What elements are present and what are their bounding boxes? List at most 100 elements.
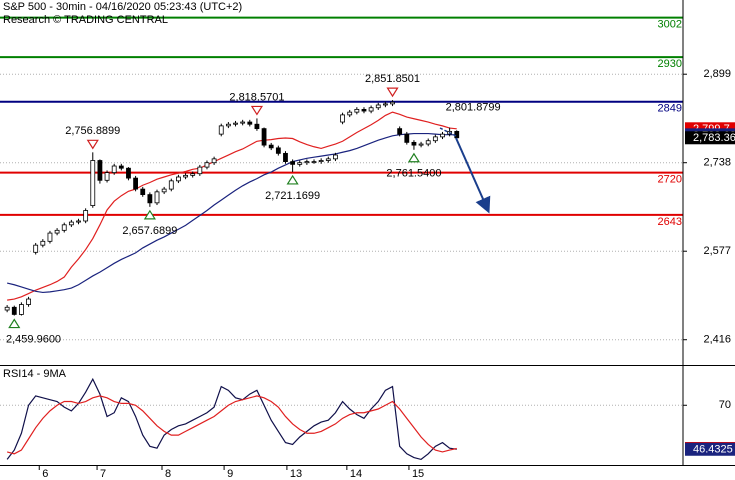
y-tick-label: 70 (719, 399, 731, 411)
candle-body (197, 166, 203, 175)
candle-body (26, 298, 31, 305)
candle-body (247, 121, 253, 125)
indicator-line (6, 377, 457, 461)
candle-body (176, 176, 181, 182)
candle-body (118, 165, 124, 169)
price-annotation: 2,721.1699 (265, 190, 320, 202)
candle-body (382, 103, 388, 106)
candle-body (261, 128, 267, 146)
x-tick-label: 14 (350, 468, 362, 480)
candle-body (432, 136, 438, 142)
candle-body (440, 133, 445, 138)
candle-body (97, 160, 103, 181)
level-label: 2849 (658, 103, 682, 115)
candle-body (76, 220, 81, 223)
candle-body (54, 229, 60, 234)
axis-layer: 2,4162,5772,7382,8992,799.72,788.682,783… (38, 68, 735, 480)
high-marker (386, 87, 399, 98)
candle-body (183, 174, 188, 178)
candle-body (83, 210, 89, 222)
candle-body (290, 161, 296, 165)
candle-body (211, 158, 217, 164)
candle-body (411, 141, 417, 146)
candle-body (375, 104, 381, 109)
y-tick-label: 2,738 (703, 157, 731, 169)
candle-body (4, 306, 10, 311)
candle-body (340, 114, 345, 123)
price-tag-label: 2,783.36 (693, 132, 735, 144)
level-label: 3002 (658, 18, 682, 30)
price-tag (685, 131, 735, 145)
high-marker (250, 105, 264, 116)
candle-body (233, 122, 238, 125)
candles-layer (4, 100, 460, 316)
price-annotation: 2,851.8501 (365, 73, 420, 85)
candle-body (404, 133, 410, 143)
low-marker (286, 174, 299, 185)
candle-body (90, 160, 96, 206)
forecast-dash (439, 127, 457, 137)
candle-body (454, 130, 460, 139)
candle-body (47, 232, 53, 242)
low-marker (143, 209, 156, 220)
candle-body (240, 121, 246, 124)
candle-body (304, 161, 310, 164)
axis-panel (683, 0, 735, 480)
candle-body (361, 108, 367, 112)
candle-body (333, 154, 338, 160)
x-tick-label: 6 (42, 468, 48, 480)
chart-subtitle: Research © TRADING CENTRAL (3, 14, 168, 26)
candle-body (111, 165, 117, 174)
candle-body (418, 143, 424, 146)
candle-body (318, 160, 324, 163)
indicator-line (7, 132, 457, 294)
indicator-line (6, 395, 457, 455)
candle-body (325, 158, 331, 161)
candle-body (154, 191, 160, 204)
x-tick-label: 13 (290, 468, 302, 480)
candle-body (140, 188, 146, 195)
levels-layer: 3002 2930 2849 2720 2643 (0, 16, 683, 228)
chart-title: S&P 500 - 30min - 04/16/2020 05:23:43 (U… (3, 1, 242, 13)
value-tag (685, 442, 735, 456)
candle-body (40, 240, 46, 246)
y-tick-label: 2,577 (703, 245, 731, 257)
candle-body (311, 161, 317, 164)
x-tick-label: 7 (100, 468, 106, 480)
y-tick-label: 2,416 (703, 334, 731, 346)
candle-body (126, 167, 131, 179)
candle-body (397, 128, 403, 135)
candle-body (390, 101, 395, 105)
candle-body (283, 152, 288, 163)
level-label: 2643 (658, 216, 682, 228)
low-marker (407, 152, 421, 163)
candle-body (168, 180, 174, 190)
candle-body (11, 306, 17, 315)
candle-body (33, 244, 39, 253)
low-marker (8, 318, 21, 329)
price-annotation: 2,756.8899 (65, 125, 120, 137)
level-label: 2720 (658, 174, 682, 186)
forecast-arrow (455, 137, 491, 214)
price-annotation: 2,761.5400 (386, 168, 441, 180)
candle-body (354, 108, 360, 113)
candle-body (368, 107, 374, 112)
candle-body (190, 173, 196, 176)
price-annotation: 2,657.6899 (122, 225, 177, 237)
candle-body (218, 125, 224, 135)
price-annotation: 2,801.8799 (446, 102, 501, 114)
x-tick-label: 9 (227, 468, 233, 480)
candle-body (297, 162, 303, 165)
y-tick-label: 2,899 (703, 68, 731, 80)
x-tick-label: 8 (165, 468, 171, 480)
value-tag-label: 46.4325 (693, 444, 733, 456)
candle-body (104, 172, 110, 181)
candle-body (275, 147, 281, 154)
candle-body (254, 123, 260, 130)
lines-layer (6, 111, 457, 461)
x-tick-label: 15 (412, 468, 424, 480)
candle-body (61, 224, 67, 231)
annotations-layer: 2,459.9600 2,756.8899 2,657.6899 2,818.5701… (6, 73, 501, 345)
level-label: 2930 (658, 58, 682, 70)
